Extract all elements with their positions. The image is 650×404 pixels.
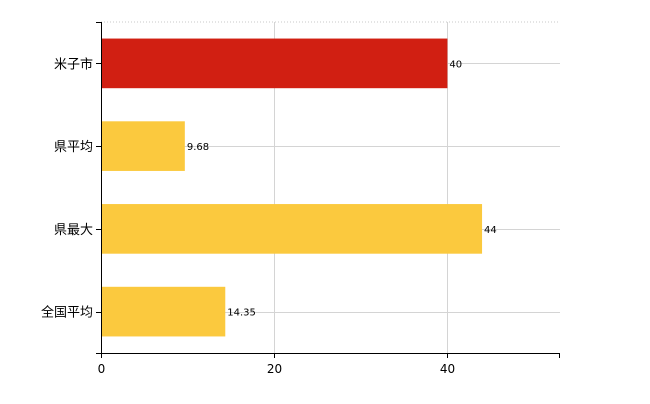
data-label: 14.35 bbox=[227, 308, 256, 319]
data-label: 40 bbox=[449, 59, 462, 70]
category-label: 県平均 bbox=[54, 140, 93, 155]
category-label: 県最大 bbox=[54, 223, 93, 238]
axis-layer bbox=[96, 22, 560, 358]
x-tick-label: 40 bbox=[440, 362, 455, 376]
bar bbox=[101, 204, 483, 254]
data-label: 9.68 bbox=[187, 142, 209, 153]
bar-layer bbox=[101, 38, 483, 337]
data-label: 44 bbox=[484, 225, 497, 236]
bar bbox=[101, 38, 448, 89]
category-label: 米子市 bbox=[54, 56, 93, 72]
category-label: 全国平均 bbox=[41, 305, 93, 321]
bar bbox=[101, 286, 226, 337]
x-tick-label: 20 bbox=[267, 362, 282, 376]
bar bbox=[101, 121, 185, 171]
x-tick-label: 0 bbox=[98, 362, 106, 376]
label-layer: 40 米子市 9.68 県平均 44 県最大 14.35 全国平均 0 20 40 bbox=[41, 56, 497, 376]
